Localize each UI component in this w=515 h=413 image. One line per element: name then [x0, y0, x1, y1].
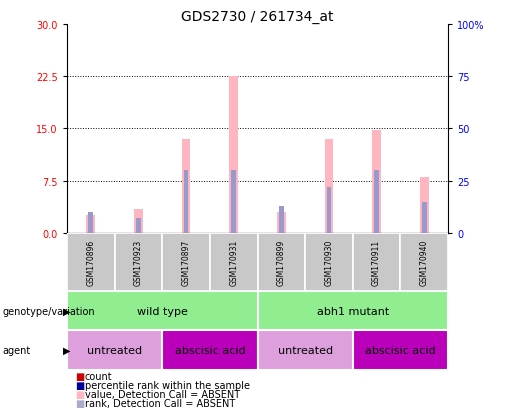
Text: GDS2730 / 261734_at: GDS2730 / 261734_at — [181, 10, 334, 24]
Text: ▶: ▶ — [63, 345, 71, 355]
Text: GSM170940: GSM170940 — [420, 239, 428, 285]
Text: GSM170899: GSM170899 — [277, 239, 286, 285]
Bar — [258, 291, 448, 330]
Bar — [372, 131, 381, 233]
Bar — [87, 216, 95, 233]
Text: GSM170931: GSM170931 — [229, 239, 238, 285]
Text: GSM170930: GSM170930 — [324, 239, 333, 285]
Bar — [375, 230, 378, 233]
Bar — [229, 77, 238, 233]
Text: percentile rank within the sample: percentile rank within the sample — [85, 380, 250, 390]
FancyBboxPatch shape — [353, 233, 401, 291]
Bar — [258, 330, 353, 370]
Bar — [184, 171, 188, 233]
FancyBboxPatch shape — [305, 233, 353, 291]
Bar — [232, 230, 235, 233]
Bar — [353, 330, 448, 370]
Text: GSM170897: GSM170897 — [182, 239, 191, 285]
Bar — [184, 230, 187, 233]
Bar — [67, 330, 162, 370]
Text: untreated: untreated — [87, 345, 142, 355]
Text: GSM170896: GSM170896 — [87, 239, 95, 285]
Text: ■: ■ — [75, 398, 84, 408]
Bar — [182, 140, 191, 233]
Bar — [423, 230, 426, 233]
Bar — [328, 230, 331, 233]
Bar — [420, 178, 428, 233]
Text: wild type: wild type — [137, 306, 187, 316]
FancyBboxPatch shape — [162, 233, 210, 291]
Text: abscisic acid: abscisic acid — [175, 345, 245, 355]
Text: ■: ■ — [75, 380, 84, 390]
Bar — [422, 202, 426, 233]
Text: value, Detection Call = ABSENT: value, Detection Call = ABSENT — [85, 389, 240, 399]
Text: ■: ■ — [75, 389, 84, 399]
Text: abscisic acid: abscisic acid — [365, 345, 436, 355]
Text: genotype/variation: genotype/variation — [3, 306, 95, 316]
Bar — [231, 171, 236, 233]
Text: ■: ■ — [75, 371, 84, 381]
Bar — [327, 188, 331, 233]
Bar — [162, 330, 258, 370]
FancyBboxPatch shape — [67, 233, 114, 291]
Bar — [374, 171, 379, 233]
Text: agent: agent — [3, 345, 31, 355]
FancyBboxPatch shape — [401, 233, 448, 291]
Bar — [89, 212, 93, 233]
Text: ▶: ▶ — [63, 306, 71, 316]
Bar — [89, 230, 92, 233]
Bar — [324, 140, 333, 233]
Bar — [279, 206, 284, 233]
FancyBboxPatch shape — [210, 233, 258, 291]
FancyBboxPatch shape — [114, 233, 162, 291]
Bar — [67, 291, 258, 330]
Text: abh1 mutant: abh1 mutant — [317, 306, 389, 316]
Text: GSM170911: GSM170911 — [372, 239, 381, 285]
Bar — [137, 230, 140, 233]
FancyBboxPatch shape — [258, 233, 305, 291]
Bar — [136, 219, 141, 233]
Text: rank, Detection Call = ABSENT: rank, Detection Call = ABSENT — [85, 398, 235, 408]
Bar — [280, 230, 283, 233]
Text: untreated: untreated — [278, 345, 333, 355]
Text: count: count — [85, 371, 113, 381]
Bar — [134, 209, 143, 233]
Bar — [277, 212, 286, 233]
Text: GSM170923: GSM170923 — [134, 239, 143, 285]
